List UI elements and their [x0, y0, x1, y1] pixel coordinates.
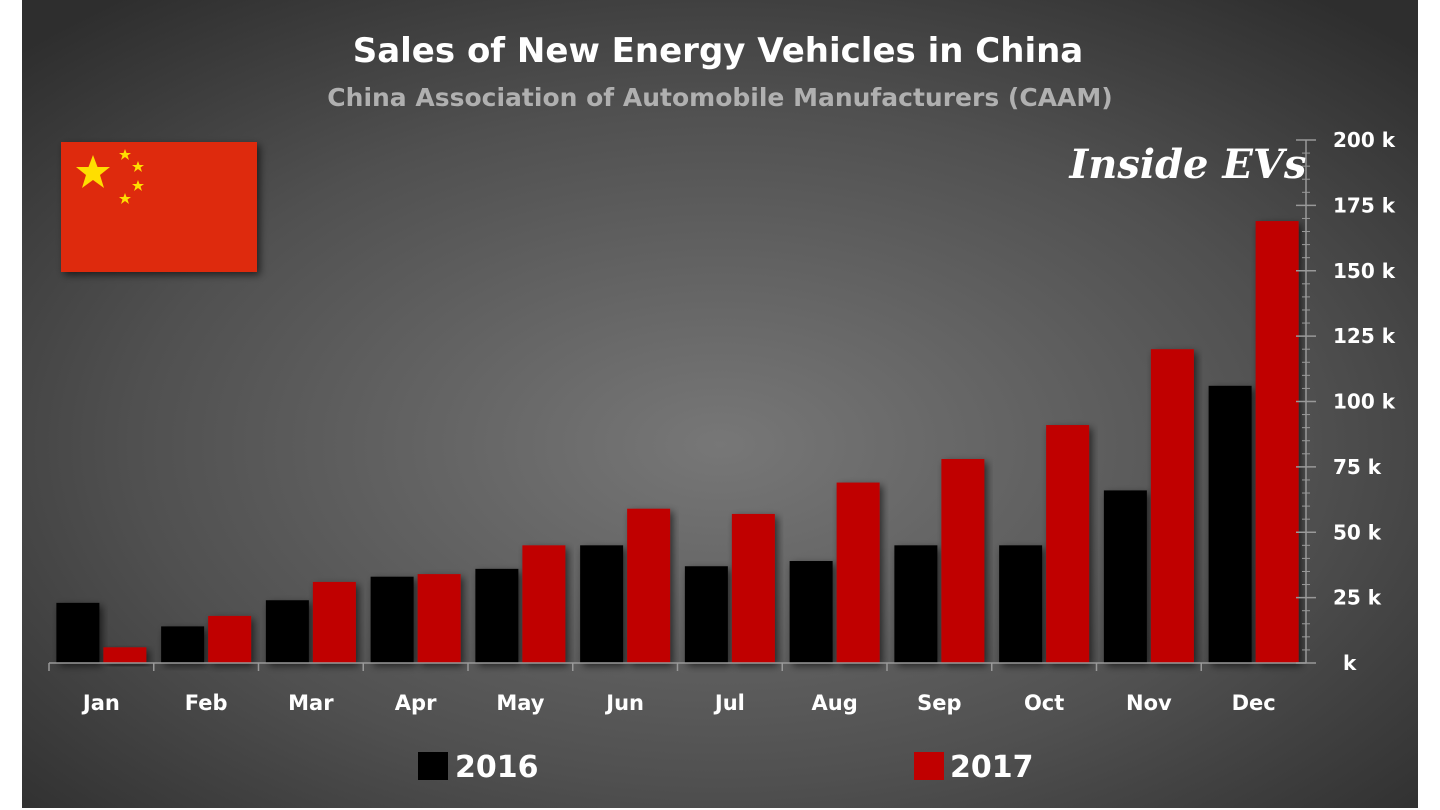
chart-background	[22, 0, 1418, 808]
bar-2017-sep	[941, 459, 985, 663]
bar-2016-aug	[789, 561, 833, 663]
bar-2016-feb	[161, 626, 205, 663]
bar-2016-mar	[265, 600, 309, 663]
inside-evs-logo: Inside EVs	[1069, 141, 1307, 188]
bar-2017-feb	[208, 615, 252, 663]
bar-2016-jul	[684, 566, 728, 663]
bar-2017-aug	[836, 482, 880, 663]
chart-subtitle: China Association of Automobile Manufact…	[327, 83, 1112, 112]
y-tick-label: 200 k	[1333, 128, 1396, 152]
x-tick-label: Aug	[812, 691, 858, 715]
bar-2016-jun	[580, 545, 624, 663]
y-tick-label: 75 k	[1333, 455, 1382, 479]
legend: 2016 2017	[418, 750, 1034, 785]
bar-2016-oct	[999, 545, 1043, 663]
y-tick-label: 100 k	[1333, 390, 1396, 414]
y-tick-label: 175 k	[1333, 193, 1396, 217]
bar-2017-jan	[103, 647, 147, 663]
y-tick-label: 150 k	[1333, 259, 1396, 283]
legend-swatch-2016	[418, 752, 448, 780]
bar-2017-apr	[417, 574, 461, 663]
bar-2016-jan	[56, 602, 100, 663]
bar-2016-apr	[370, 576, 414, 663]
legend-swatch-2017	[914, 752, 944, 780]
china-flag	[61, 142, 257, 272]
x-tick-label: Mar	[288, 691, 334, 715]
bar-2017-oct	[1046, 425, 1090, 663]
legend-label-2016: 2016	[455, 750, 539, 785]
bar-2017-jun	[627, 508, 671, 663]
bar-2017-mar	[312, 581, 356, 663]
y-tick-label: 125 k	[1333, 324, 1396, 348]
x-tick-label: Dec	[1232, 691, 1276, 715]
x-tick-label: Feb	[185, 691, 228, 715]
x-tick-label: Sep	[917, 691, 961, 715]
bar-2017-may	[522, 545, 566, 663]
x-tick-label: Jul	[713, 691, 745, 715]
x-tick-label: Oct	[1024, 691, 1064, 715]
bar-2016-may	[475, 568, 519, 663]
bar-2016-nov	[1103, 490, 1147, 663]
x-tick-label: Nov	[1126, 691, 1172, 715]
bar-2017-jul	[731, 513, 775, 663]
bar-2016-dec	[1208, 385, 1252, 663]
x-tick-label: Apr	[395, 691, 437, 715]
x-tick-label: Jan	[81, 691, 120, 715]
flag-star-icon	[76, 155, 110, 188]
bar-2017-nov	[1150, 349, 1194, 663]
y-tick-label: 25 k	[1333, 586, 1382, 610]
legend-label-2017: 2017	[950, 750, 1034, 785]
bar-2017-dec	[1255, 221, 1299, 663]
x-tick-label: Jun	[604, 691, 644, 715]
bar-2016-sep	[894, 545, 938, 663]
chart-title: Sales of New Energy Vehicles in China	[353, 31, 1084, 71]
y-tick-label: 50 k	[1333, 520, 1382, 544]
y-tick-label: k	[1343, 651, 1357, 675]
x-tick-label: May	[496, 691, 544, 715]
